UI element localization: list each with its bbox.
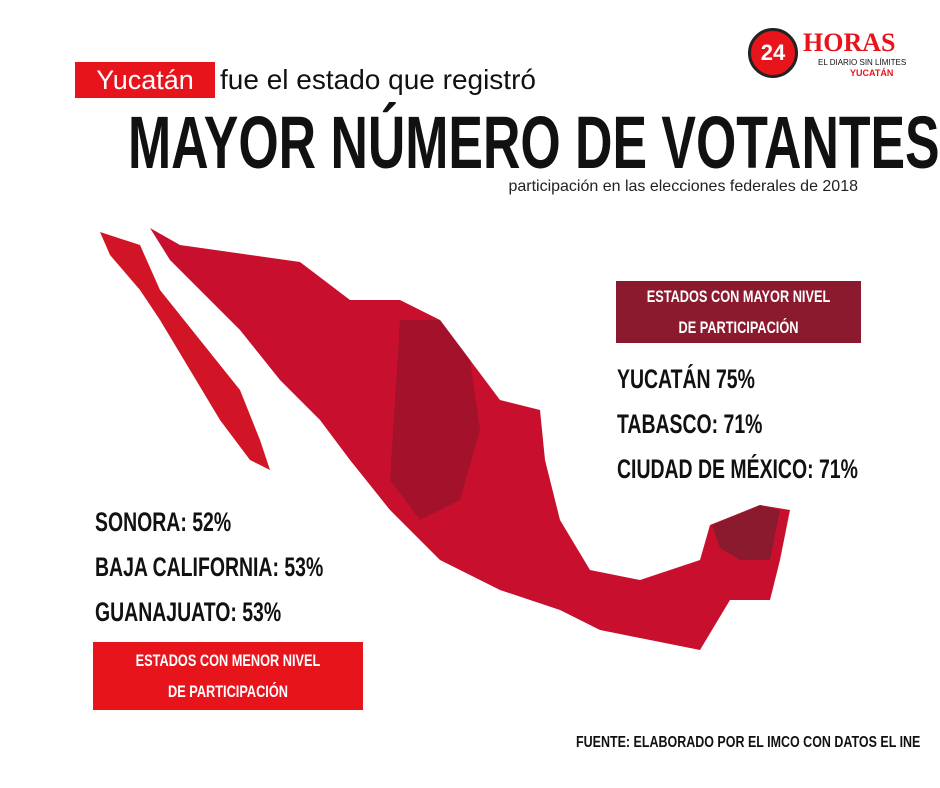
logo-tagline: EL DIARIO SIN LÍMITES (818, 58, 907, 67)
high-heading: ESTADOS CON MAYOR NIVEL DE PARTICIPACIÓN (646, 287, 831, 337)
list-item: BAJA CALIFORNIA: 53% (95, 552, 324, 582)
list-item: YUCATÁN 75% (617, 364, 755, 394)
list-item-row: SONORA: 52% (95, 507, 284, 537)
baja-peninsula (100, 232, 270, 470)
list-item-row: YUCATÁN 75% (617, 364, 809, 394)
low-heading: ESTADOS CON MENOR NIVEL DE PARTICIPACIÓN (135, 651, 321, 701)
list-item-row: TABASCO: 71% (617, 409, 819, 439)
title: MAYOR NÚMERO DE VOTANTES (128, 101, 940, 184)
high-heading-box: ESTADOS CON MAYOR NIVEL DE PARTICIPACIÓN (616, 281, 861, 343)
logo-name: HORAS (803, 28, 896, 57)
list-item-row: CIUDAD DE MÉXICO: 71% (617, 454, 940, 484)
list-item-row: BAJA CALIFORNIA: 53% (95, 552, 412, 582)
list-item: SONORA: 52% (95, 507, 232, 537)
list-item: CIUDAD DE MÉXICO: 71% (617, 454, 858, 484)
highlight: Yucatán (75, 62, 215, 98)
low-heading-box: ESTADOS CON MENOR NIVEL DE PARTICIPACIÓN (93, 642, 363, 710)
center-region (390, 320, 480, 520)
source: FUENTE: ELABORADO POR EL IMCO CON DATOS … (576, 734, 921, 751)
yucatan-region (712, 505, 780, 560)
logo-edition: YUCATÁN (850, 68, 894, 78)
lead: fue el estado que registró (220, 64, 536, 95)
list-item: GUANAJUATO: 53% (95, 597, 282, 627)
list-item: TABASCO: 71% (617, 409, 763, 439)
list-item-row: GUANAJUATO: 53% (95, 597, 354, 627)
subtitle: participación en las elecciones federale… (508, 178, 858, 195)
logo-badge: 24 (748, 28, 798, 78)
